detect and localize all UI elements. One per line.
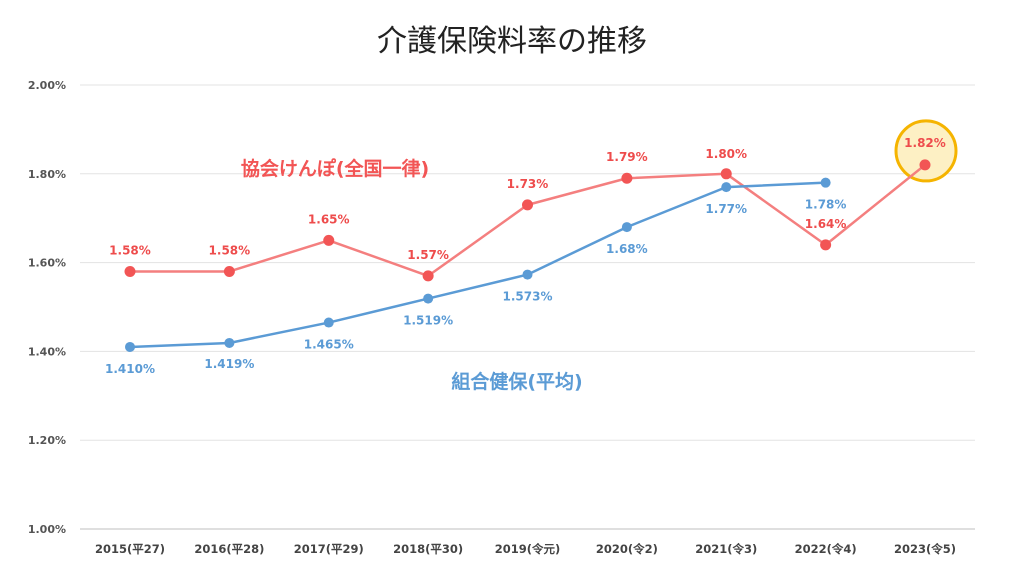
y-tick-label: 1.20% xyxy=(28,434,66,447)
data-label: 1.519% xyxy=(403,314,453,328)
series-lines xyxy=(124,119,958,352)
series-line-kumiai xyxy=(129,181,826,349)
data-label: 1.57% xyxy=(407,248,449,262)
data-point xyxy=(224,337,235,348)
y-tick-label: 2.00% xyxy=(28,79,66,92)
data-label: 1.410% xyxy=(105,362,155,376)
x-tick-label: 2023(令5) xyxy=(894,542,956,556)
data-label: 1.73% xyxy=(507,177,549,191)
data-point xyxy=(720,168,732,180)
data-point xyxy=(125,341,135,352)
x-tick-label: 2021(令3) xyxy=(695,542,757,556)
data-label: 1.80% xyxy=(705,147,747,161)
data-point xyxy=(721,182,732,193)
data-label: 1.58% xyxy=(209,243,251,257)
data-label: 1.79% xyxy=(606,150,648,164)
data-label: 1.65% xyxy=(308,212,350,226)
data-point xyxy=(323,234,335,246)
data-point xyxy=(522,199,533,211)
x-tick-label: 2015(平27) xyxy=(95,542,165,556)
data-label: 1.68% xyxy=(606,242,648,256)
data-label: 1.82% xyxy=(904,136,946,150)
data-point xyxy=(124,265,136,277)
data-point xyxy=(621,172,633,184)
x-tick-label: 2016(平28) xyxy=(194,542,264,556)
x-tick-label: 2018(平30) xyxy=(393,542,463,556)
data-label: 1.419% xyxy=(204,357,254,371)
data-point xyxy=(621,222,632,233)
series-label-kumiai: 組合健保(平均) xyxy=(451,370,582,393)
data-point xyxy=(422,270,434,282)
data-label: 1.77% xyxy=(705,202,747,216)
x-tick-label: 2020(令2) xyxy=(596,542,658,556)
x-tick-label: 2022(令4) xyxy=(795,542,857,556)
data-labels: 1.58% 1.58% 1.65% 1.57% 1.73% 1.79% 1.80% 1.64%… xyxy=(105,136,946,376)
data-point xyxy=(522,269,533,280)
axis-labels: 1.00% 1.20% 1.40% 1.60% 1.80% 2.00% 2015(平27) 2… xyxy=(28,79,956,556)
x-tick-label: 2019(令元) xyxy=(495,542,561,556)
chart-title: 介護保険料率の推移 xyxy=(377,24,647,59)
data-label: 1.64% xyxy=(805,217,847,231)
y-tick-label: 1.80% xyxy=(28,168,66,181)
data-label: 1.78% xyxy=(805,198,847,212)
data-point xyxy=(919,159,931,171)
highlight-circle xyxy=(894,119,958,183)
y-tick-label: 1.00% xyxy=(28,523,66,536)
data-label: 1.465% xyxy=(304,338,354,352)
y-tick-label: 1.60% xyxy=(28,257,66,270)
data-point xyxy=(820,239,832,251)
series-label-kyokai: 協会けんぽ(全国一律) xyxy=(241,157,429,180)
x-tick-label: 2017(平29) xyxy=(294,542,364,556)
data-point xyxy=(820,177,831,188)
gridlines xyxy=(80,84,975,530)
data-label: 1.573% xyxy=(503,290,553,304)
data-label: 1.58% xyxy=(109,243,151,257)
data-point xyxy=(323,317,334,328)
y-tick-label: 1.40% xyxy=(28,345,66,358)
data-point xyxy=(223,265,235,277)
data-point xyxy=(423,293,434,304)
